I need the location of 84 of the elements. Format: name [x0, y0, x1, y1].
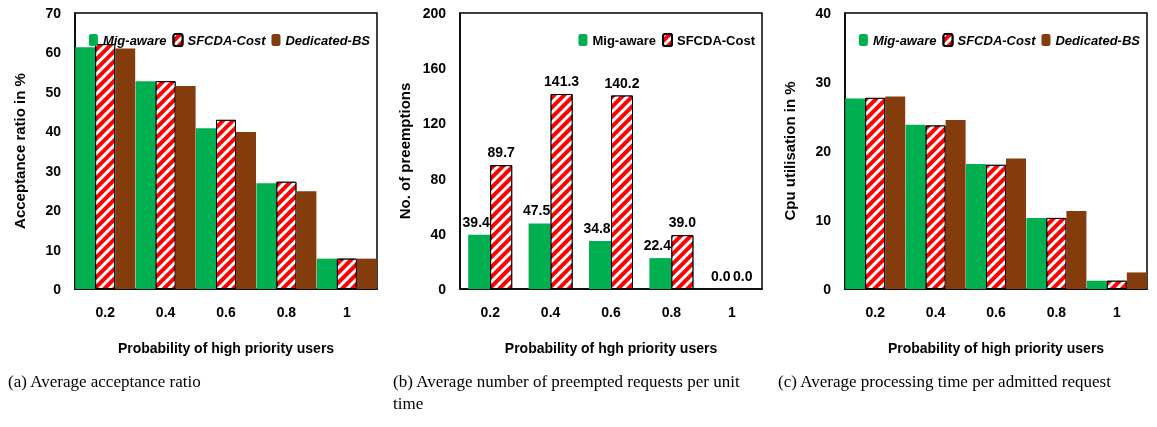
y-tick-label: 40 — [430, 225, 447, 242]
legend-label: Mig-aware — [102, 32, 167, 48]
data-label: 39.4 — [462, 213, 491, 230]
x-tick-label: 0.2 — [865, 304, 886, 320]
data-label: 39.0 — [668, 214, 697, 231]
text: (b) Average number of preempted requests per unit time — [393, 371, 744, 413]
x-tick-label: 0.6 — [986, 304, 1006, 320]
bar — [649, 258, 672, 289]
bar — [256, 183, 277, 289]
x-axis-title: Probability of hgh priority users — [504, 340, 718, 356]
legend-label: Dedicated-BS — [1055, 32, 1141, 48]
legend-label: SFCDA-Cost — [187, 32, 267, 48]
data-label: 34.8 — [583, 219, 611, 236]
y-tick-label: 200 — [422, 5, 447, 21]
x-tick-label: 0.4 — [155, 304, 176, 320]
bar — [1026, 217, 1047, 289]
x-tick-label: 0.8 — [1046, 304, 1067, 320]
bar — [1126, 272, 1147, 289]
x-tick-label: 0.6 — [216, 304, 236, 320]
x-axis-title: Probability of high priority users — [117, 340, 335, 356]
bar — [905, 124, 926, 289]
x-tick-label: 0.8 — [661, 304, 682, 320]
y-tick-label: 30 — [815, 74, 832, 90]
data-label: 140.2 — [604, 74, 640, 91]
bar — [1066, 211, 1087, 289]
y-tick-label: 60 — [45, 44, 62, 61]
bar — [135, 81, 156, 289]
legend-label: SFCDA-Cost — [677, 32, 756, 48]
y-axis-title: Acceptance ratio in % — [11, 73, 28, 229]
data-label: 141.3 — [544, 73, 580, 90]
x-tick-label: 0.4 — [540, 304, 561, 320]
bar — [175, 85, 196, 289]
y-tick-label: 40 — [815, 5, 832, 21]
bar — [316, 258, 337, 289]
legend-label: SFCDA-Cost — [957, 32, 1037, 48]
bar — [1086, 280, 1107, 289]
bar — [468, 234, 491, 289]
y-tick-label: 40 — [45, 123, 62, 140]
x-tick-label: 1 — [1112, 304, 1121, 320]
text: (a) Average acceptance ratio — [8, 371, 201, 391]
data-label: 0.0 — [733, 268, 753, 284]
x-tick-label: 0.4 — [925, 304, 946, 320]
y-tick-label: 50 — [45, 83, 62, 100]
legend-label: Dedicated-BS — [285, 32, 371, 48]
y-axis-title: Cpu utilisation in % — [781, 81, 798, 221]
x-tick-label: 0.2 — [480, 304, 501, 320]
x-tick-label: 0.8 — [276, 304, 297, 320]
text: (c) Average processing time per admitted request — [778, 371, 1112, 391]
y-tick-label: 0 — [823, 281, 832, 297]
bar — [966, 164, 986, 289]
x-tick-label: 0.6 — [601, 304, 621, 320]
data-label: 47.5 — [522, 202, 551, 219]
bar — [528, 223, 551, 289]
bar — [236, 132, 256, 289]
bar — [589, 240, 611, 289]
bar — [945, 119, 966, 289]
data-label: 0.0 — [711, 268, 731, 284]
bar — [115, 48, 136, 289]
x-axis-title: Probability of high priority users — [887, 340, 1105, 356]
y-tick-label: 30 — [45, 162, 62, 179]
bar — [356, 258, 377, 289]
y-tick-label: 10 — [45, 241, 62, 258]
y-tick-label: 80 — [430, 170, 447, 187]
y-tick-label: 0 — [438, 281, 447, 297]
x-tick-label: 1 — [342, 304, 351, 320]
y-tick-label: 10 — [815, 212, 832, 228]
y-tick-label: 20 — [45, 202, 62, 219]
data-label: 22.4 — [643, 237, 672, 254]
bar — [1006, 158, 1026, 289]
y-tick-label: 0 — [53, 281, 62, 297]
bar — [885, 96, 906, 289]
bar — [845, 98, 866, 289]
y-axis-title: No. of preemptions — [395, 82, 413, 220]
y-tick-label: 70 — [45, 5, 62, 21]
y-tick-label: 20 — [815, 143, 832, 159]
legend-label: Mig-aware — [872, 32, 937, 48]
bar — [196, 128, 216, 289]
data-label: 89.7 — [487, 144, 516, 161]
bar — [296, 191, 317, 289]
y-tick-label: 160 — [422, 60, 447, 77]
x-tick-label: 0.2 — [95, 304, 116, 320]
x-tick-label: 1 — [727, 304, 736, 320]
y-tick-label: 120 — [422, 115, 447, 132]
legend-label: Mig-aware — [592, 32, 657, 48]
